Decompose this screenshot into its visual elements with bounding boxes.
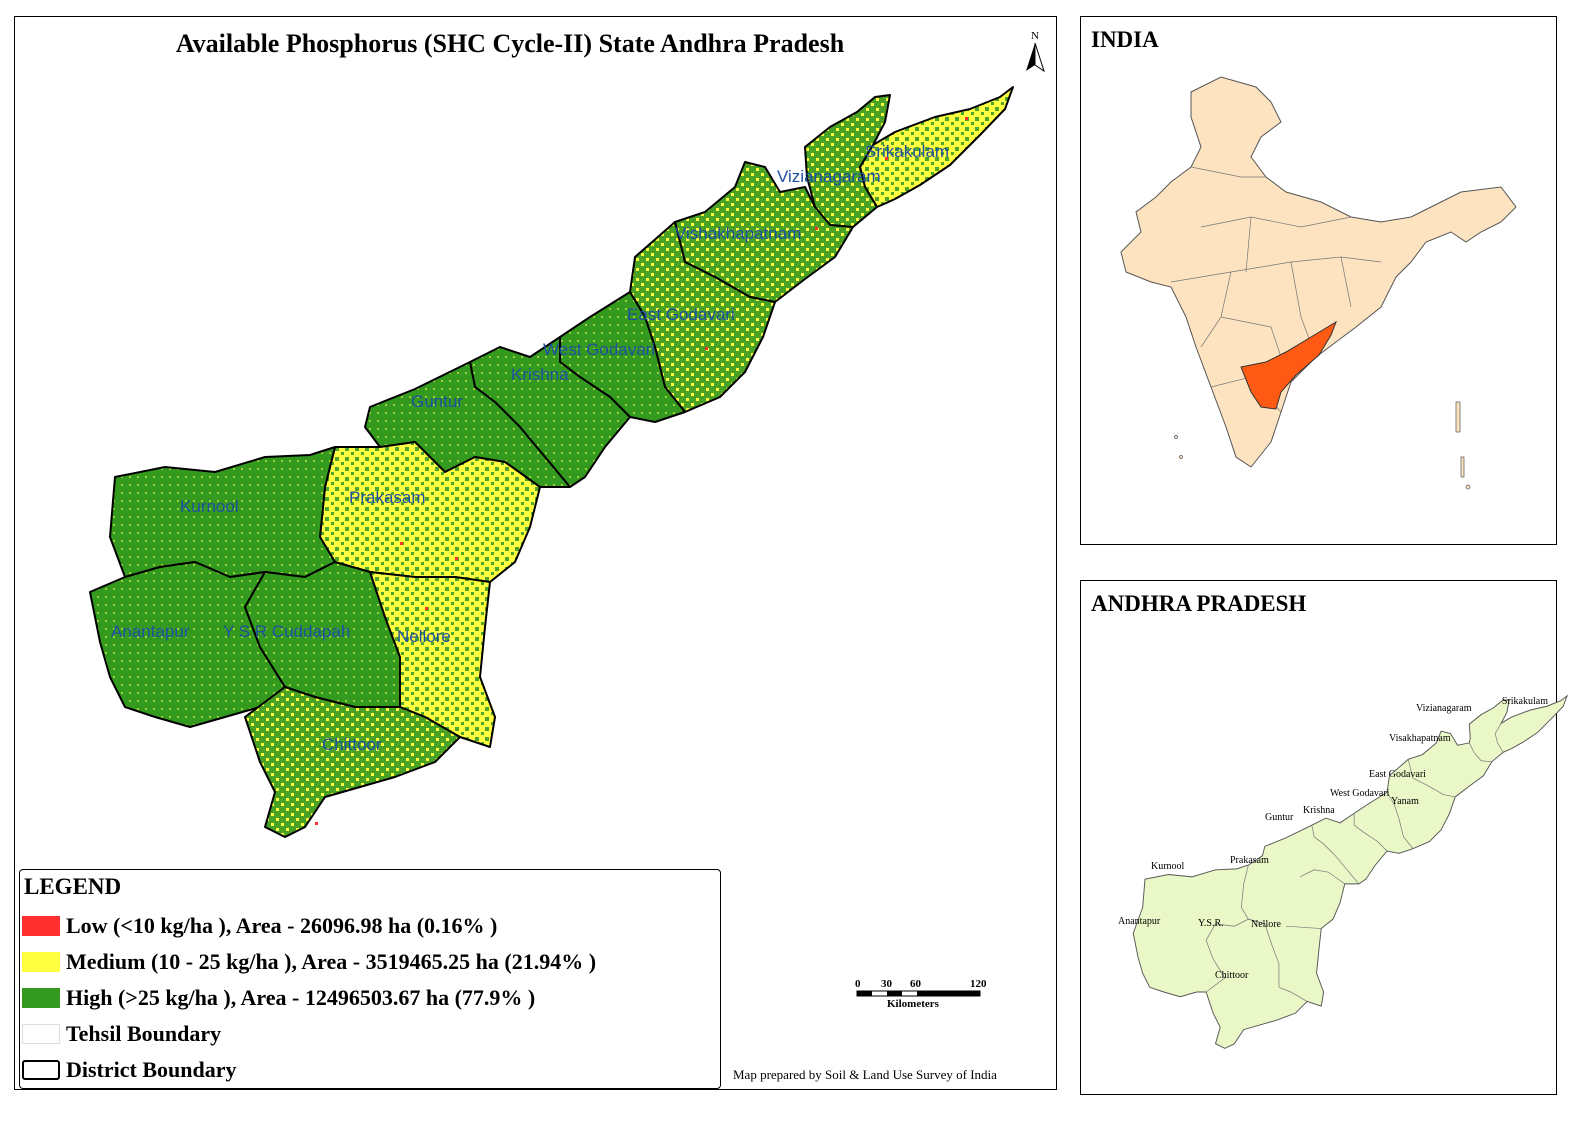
district-prakasam bbox=[319, 441, 541, 583]
north-label: N bbox=[1031, 30, 1039, 42]
label-vishakhapatnam: Vishakhapatnam bbox=[675, 224, 801, 243]
district-polygons bbox=[89, 86, 1014, 838]
scale-tick-0: 0 bbox=[855, 978, 861, 990]
map-credit: Map prepared by Soil & Land Use Survey o… bbox=[733, 1067, 997, 1082]
label-vizianagaram: Vizianagaram bbox=[777, 167, 881, 186]
scale-tick-60: 60 bbox=[910, 978, 922, 990]
label-guntur: Guntur bbox=[411, 392, 463, 411]
label-east-godavari: East Godavari bbox=[627, 305, 735, 324]
district-chittoor bbox=[244, 686, 461, 838]
label-kurnool: Kurnool bbox=[180, 497, 239, 516]
label-west-godavari: West Godavari bbox=[543, 340, 655, 359]
india-outline bbox=[1120, 76, 1517, 468]
north-arrow-icon: N bbox=[1020, 27, 1050, 77]
legend-item-high: High (>25 kg/ha ), Area - 12496503.67 ha… bbox=[22, 982, 535, 1014]
ap-label-anantapur: Anantapur bbox=[1118, 916, 1161, 927]
india-map bbox=[1120, 76, 1517, 490]
scale-tick-120: 120 bbox=[970, 978, 987, 990]
islands bbox=[1174, 401, 1471, 490]
legend-label-low: Low (<10 kg/ha ), Area - 26096.98 ha (0.… bbox=[66, 913, 498, 938]
ap-label-srikakulam: Srikakulam bbox=[1502, 696, 1548, 707]
andhra-pradesh-highlight bbox=[1240, 320, 1337, 410]
legend-item-district: District Boundary bbox=[22, 1054, 237, 1086]
legend-label-medium: Medium (10 - 25 kg/ha ), Area - 3519465.… bbox=[66, 949, 597, 974]
legend-swatch-medium bbox=[22, 952, 60, 972]
ap-label-vizianagaram: Vizianagaram bbox=[1416, 703, 1472, 714]
phosphorus-map: Srikakulam Vizianagaram Vishakhapatnam E… bbox=[89, 86, 1014, 838]
ap-label-visakhapatnam: Visakhapatnam bbox=[1389, 733, 1451, 744]
district-nellore bbox=[369, 571, 496, 748]
ap-outline bbox=[1132, 694, 1569, 1049]
legend-item-medium: Medium (10 - 25 kg/ha ), Area - 3519465.… bbox=[22, 946, 596, 978]
ap-label-chittoor: Chittoor bbox=[1215, 970, 1249, 981]
legend-swatch-low bbox=[22, 916, 60, 936]
main-map-panel: Available Phosphorus (SHC Cycle-II) Stat… bbox=[14, 16, 1057, 1090]
low-class-pixels bbox=[315, 117, 968, 825]
legend-item-low: Low (<10 kg/ha ), Area - 26096.98 ha (0.… bbox=[22, 910, 497, 942]
legend-box: LEGEND Low (<10 kg/ha ), Area - 26096.98… bbox=[19, 869, 721, 1089]
india-inset-title: INDIA bbox=[1091, 27, 1159, 52]
ap-inset-labels: Srikakulam Vizianagaram Visakhapatnam Ea… bbox=[1118, 696, 1548, 981]
scale-unit: Kilometers bbox=[887, 998, 940, 1010]
legend-title: LEGEND bbox=[24, 874, 122, 899]
ap-label-west-godavari: West Godavari bbox=[1330, 788, 1390, 799]
ap-label-kurnool: Kurnool bbox=[1151, 861, 1185, 872]
legend-item-tehsil: Tehsil Boundary bbox=[22, 1018, 221, 1050]
label-ysr-cuddapah: Y S R Cuddapah bbox=[223, 622, 350, 641]
ap-label-krishna: Krishna bbox=[1303, 805, 1335, 816]
label-chittoor: Chittoor bbox=[322, 735, 382, 754]
scale-bar: 0 30 60 120 Kilometers bbox=[855, 977, 995, 1017]
ap-label-guntur: Guntur bbox=[1265, 812, 1294, 823]
legend-swatch-tehsil bbox=[22, 1024, 60, 1044]
district-labels: Srikakulam Vizianagaram Vishakhapatnam E… bbox=[111, 142, 949, 754]
legend-label-tehsil: Tehsil Boundary bbox=[66, 1021, 222, 1046]
legend-label-district: District Boundary bbox=[66, 1057, 237, 1082]
label-anantapur: Anantapur bbox=[111, 622, 190, 641]
label-krishna: Krishna bbox=[511, 365, 569, 384]
ap-label-ysr: Y.S.R. bbox=[1198, 918, 1224, 929]
legend-swatch-high bbox=[22, 988, 60, 1008]
ap-district-map: Srikakulam Vizianagaram Visakhapatnam Ea… bbox=[1118, 694, 1569, 1049]
legend-swatch-district bbox=[22, 1060, 60, 1080]
andhra-pradesh-inset-panel: ANDHRA PRADESH Srikakulam Vizianagaram bbox=[1080, 580, 1569, 1095]
ap-label-east-godavari: East Godavari bbox=[1369, 769, 1426, 780]
india-inset-panel: INDIA bbox=[1080, 16, 1557, 545]
ap-label-prakasam: Prakasam bbox=[1230, 855, 1269, 866]
map-title: Available Phosphorus (SHC Cycle-II) Stat… bbox=[175, 29, 845, 58]
ap-label-nellore: Nellore bbox=[1251, 919, 1282, 930]
scale-tick-30: 30 bbox=[881, 978, 893, 990]
label-nellore: Nellore bbox=[397, 627, 451, 646]
legend-label-high: High (>25 kg/ha ), Area - 12496503.67 ha… bbox=[66, 985, 536, 1010]
ap-label-yanam: Yanam bbox=[1391, 796, 1419, 807]
label-prakasam: Prakasam bbox=[349, 488, 426, 507]
ap-inset-title: ANDHRA PRADESH bbox=[1091, 591, 1307, 616]
label-srikakulam: Srikakulam bbox=[865, 142, 949, 161]
